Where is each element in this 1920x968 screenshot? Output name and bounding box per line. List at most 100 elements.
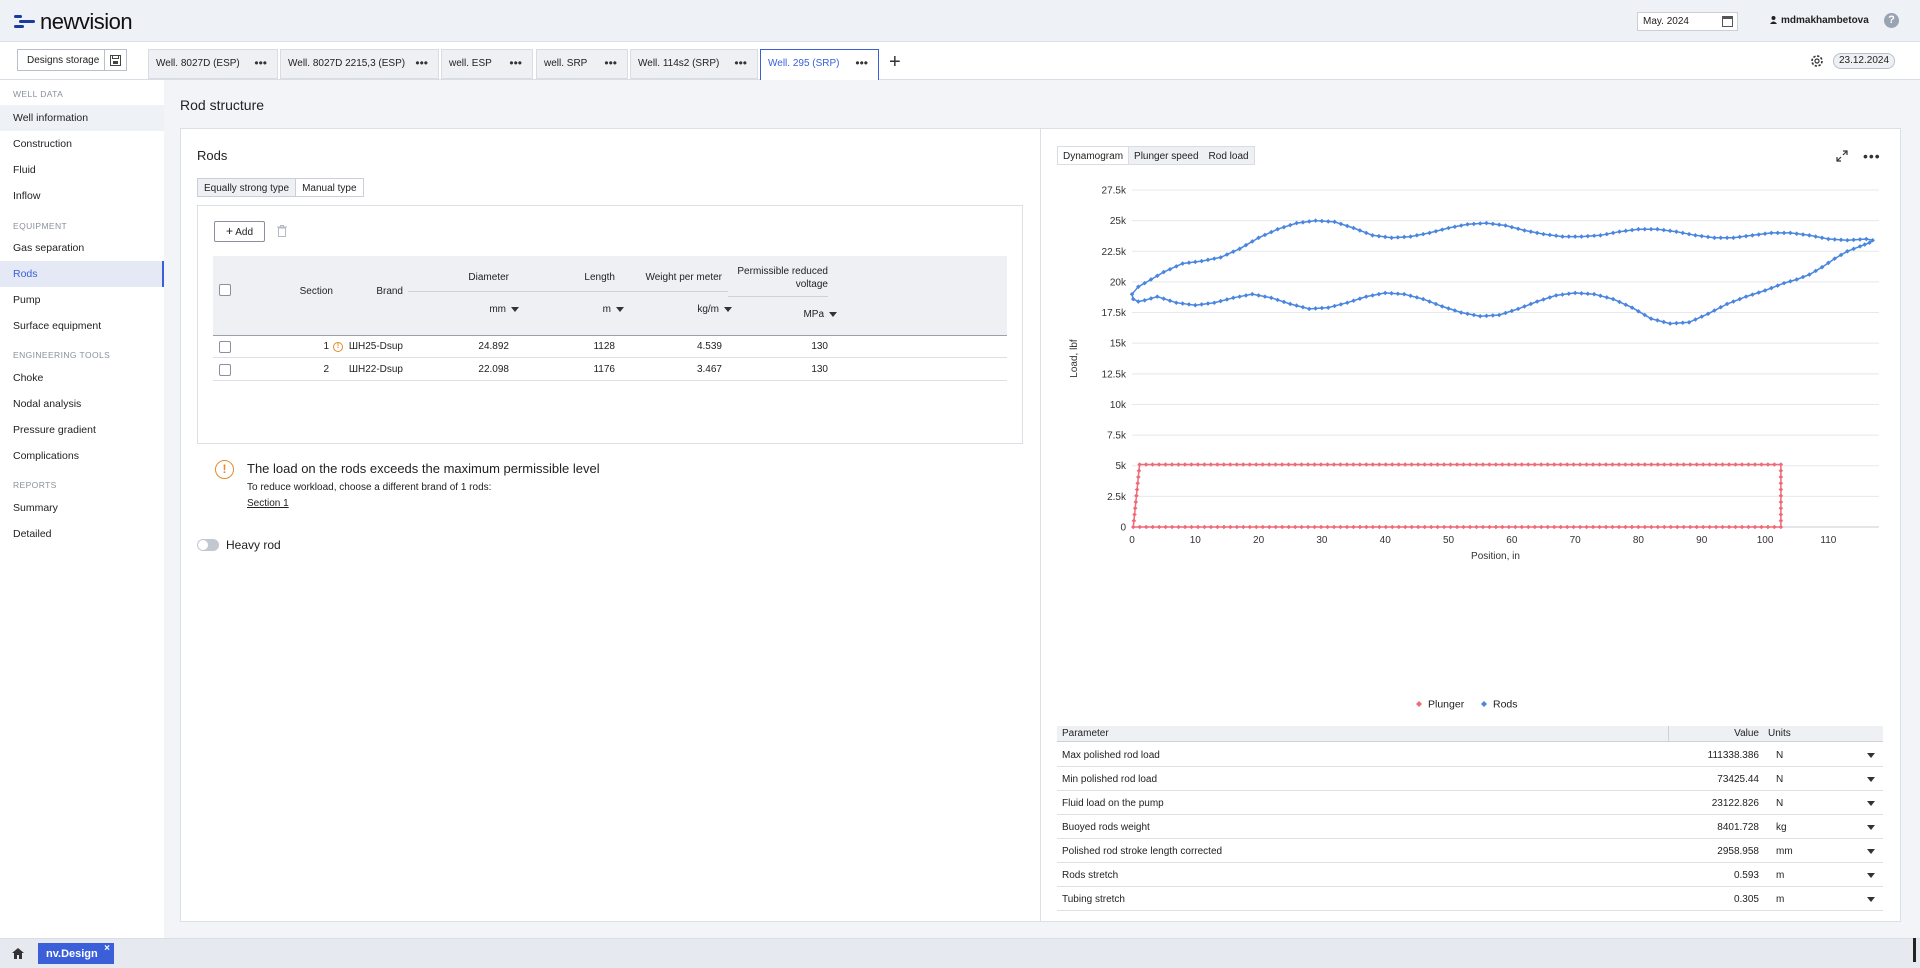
chevron-down-icon[interactable]	[1867, 801, 1875, 806]
chart-tabs[interactable]: Dynamogram Plunger speed Rod load	[1057, 146, 1255, 165]
help-icon[interactable]: ?	[1884, 13, 1899, 28]
rod-type-toggle[interactable]: Equally strong type Manual type	[197, 178, 364, 197]
legend-label-rods[interactable]: Rods	[1493, 699, 1518, 711]
data-point-plunger	[1182, 462, 1188, 467]
tab-more-icon[interactable]: •••	[415, 56, 428, 70]
chevron-down-icon[interactable]	[1867, 897, 1875, 902]
sidebar-item-complications[interactable]: Complications	[13, 450, 79, 462]
y-tick-label: 20k	[1110, 277, 1127, 288]
sidebar-item-fluid[interactable]: Fluid	[13, 164, 36, 176]
sidebar-item-well-information[interactable]: Well information	[0, 105, 164, 131]
expand-icon[interactable]	[1836, 150, 1848, 162]
table-row[interactable]: 1! ШН25-Dsup 24.892 1128 4.539 130	[213, 336, 1007, 358]
gear-icon[interactable]	[1810, 54, 1824, 68]
row-checkbox[interactable]	[219, 341, 231, 353]
sidebar-item-detailed[interactable]: Detailed	[13, 528, 52, 540]
manual-type-option[interactable]: Manual type	[295, 179, 363, 196]
home-icon[interactable]	[12, 948, 24, 959]
y-tick-label: 0	[1120, 523, 1126, 534]
sidebar-item-gas-separation[interactable]: Gas separation	[13, 242, 85, 254]
tab-dynamogram[interactable]: Dynamogram	[1058, 147, 1130, 164]
data-point-rods	[1585, 291, 1591, 297]
data-point-plunger	[1681, 462, 1687, 467]
close-icon[interactable]: ×	[104, 943, 110, 954]
sidebar-item-choke[interactable]: Choke	[13, 372, 44, 384]
weight-unit-select[interactable]: kg/m	[633, 304, 732, 315]
data-point-plunger	[1312, 462, 1317, 467]
sidebar-item-inflow[interactable]: Inflow	[13, 190, 41, 202]
tab-well-114s2-srp[interactable]: Well. 114s2 (SRP) •••	[630, 49, 758, 79]
tab-more-icon[interactable]: •••	[604, 56, 617, 70]
tab-well-295-srp[interactable]: Well. 295 (SRP) •••	[760, 49, 879, 80]
trash-icon[interactable]	[277, 225, 287, 237]
data-point-rods	[1731, 299, 1736, 304]
param-unit-select[interactable]: mm	[1776, 846, 1793, 857]
tab-more-icon[interactable]: •••	[855, 56, 868, 70]
section-1-link[interactable]: Section 1	[247, 498, 289, 509]
chevron-down-icon[interactable]	[1867, 825, 1875, 830]
sidebar-item-summary[interactable]: Summary	[13, 502, 58, 514]
logo[interactable]: newvision	[14, 9, 133, 35]
x-tick-label: 20	[1253, 535, 1265, 546]
designs-storage-button[interactable]: Designs storage	[17, 49, 127, 71]
data-point-rods	[1427, 299, 1432, 304]
data-point-plunger	[1435, 462, 1440, 467]
add-rod-button[interactable]: + Add	[214, 221, 265, 242]
sidebar-item-nodal-analysis[interactable]: Nodal analysis	[13, 398, 82, 410]
page-title: Rod structure	[180, 97, 265, 113]
chevron-down-icon[interactable]	[1867, 777, 1875, 782]
diameter-unit-select[interactable]: mm	[433, 304, 519, 315]
voltage-unit-select[interactable]: MPa	[733, 309, 837, 320]
sidebar-item-surface-equipment[interactable]: Surface equipment	[13, 320, 102, 332]
calendar-icon[interactable]	[1722, 16, 1733, 27]
param-unit-select[interactable]: N	[1776, 750, 1784, 761]
tab-more-icon[interactable]: •••	[734, 56, 747, 70]
save-icon[interactable]	[104, 50, 126, 70]
data-point-plunger	[1234, 524, 1240, 530]
tab-rod-load[interactable]: Rod load	[1208, 151, 1249, 162]
data-point-rods	[1275, 226, 1280, 232]
sidebar-item-pump[interactable]: Pump	[13, 294, 41, 306]
add-tab-button[interactable]: +	[889, 51, 901, 73]
sidebar-item-rods[interactable]: Rods	[0, 261, 164, 287]
param-unit-select[interactable]: N	[1776, 774, 1784, 785]
period-picker[interactable]: May. 2024	[1637, 12, 1738, 31]
row-checkbox[interactable]	[219, 364, 231, 376]
heavy-rod-toggle[interactable]	[197, 539, 219, 551]
equally-strong-type-option[interactable]: Equally strong type	[204, 183, 290, 194]
data-point-rods	[1230, 249, 1236, 254]
chevron-down-icon[interactable]	[1867, 753, 1875, 758]
sidebar-item-pressure-gradient[interactable]: Pressure gradient	[13, 424, 96, 436]
param-unit-select[interactable]: kg	[1776, 822, 1787, 833]
series-line-plunger	[1132, 463, 1782, 528]
param-unit-select[interactable]: m	[1776, 894, 1785, 905]
param-unit-select[interactable]: N	[1776, 798, 1784, 809]
sidebar-item-construction[interactable]: Construction	[13, 138, 72, 150]
x-tick-label: 40	[1380, 535, 1392, 546]
data-point-rods	[1642, 312, 1648, 318]
tab-well-srp[interactable]: well. SRP •••	[536, 49, 628, 79]
tab-plunger-speed[interactable]: Plunger speed	[1134, 151, 1199, 162]
chevron-down-icon[interactable]	[1867, 873, 1875, 878]
length-unit-select[interactable]: m	[533, 304, 624, 315]
chevron-down-icon[interactable]	[1867, 849, 1875, 854]
data-point-rods	[1414, 233, 1420, 238]
data-point-plunger	[1713, 524, 1719, 530]
tab-well-8027d-2215[interactable]: Well. 8027D 2215,3 (ESP) •••	[280, 49, 439, 79]
legend-label-plunger[interactable]: Plunger	[1428, 699, 1465, 711]
select-all-checkbox[interactable]	[219, 284, 231, 296]
tab-well-esp[interactable]: well. ESP •••	[441, 49, 533, 79]
data-point-rods	[1357, 296, 1363, 301]
data-point-plunger	[1402, 524, 1408, 530]
user-menu[interactable]: mdmakhambetova	[1770, 15, 1869, 26]
tab-more-icon[interactable]: •••	[254, 56, 267, 70]
tab-well-8027d-esp[interactable]: Well. 8027D (ESP) •••	[148, 49, 278, 79]
dynamogram-chart: 0 2.5k 5k 7.5k 10k 12.5k 15k 17.5k 20k 22.5k 25k 27…	[1069, 186, 1879, 711]
row-weight: 4.539	[696, 341, 722, 352]
table-row[interactable]: 2 ШН22-Dsup 22.098 1176 3.467 130	[213, 359, 1007, 381]
chart-more-icon[interactable]: •••	[1863, 148, 1881, 164]
app-tab-nv-design[interactable]: nv.Design ×	[38, 943, 114, 964]
data-point-plunger	[1241, 524, 1246, 530]
tab-more-icon[interactable]: •••	[509, 56, 522, 70]
param-unit-select[interactable]: m	[1776, 870, 1785, 881]
